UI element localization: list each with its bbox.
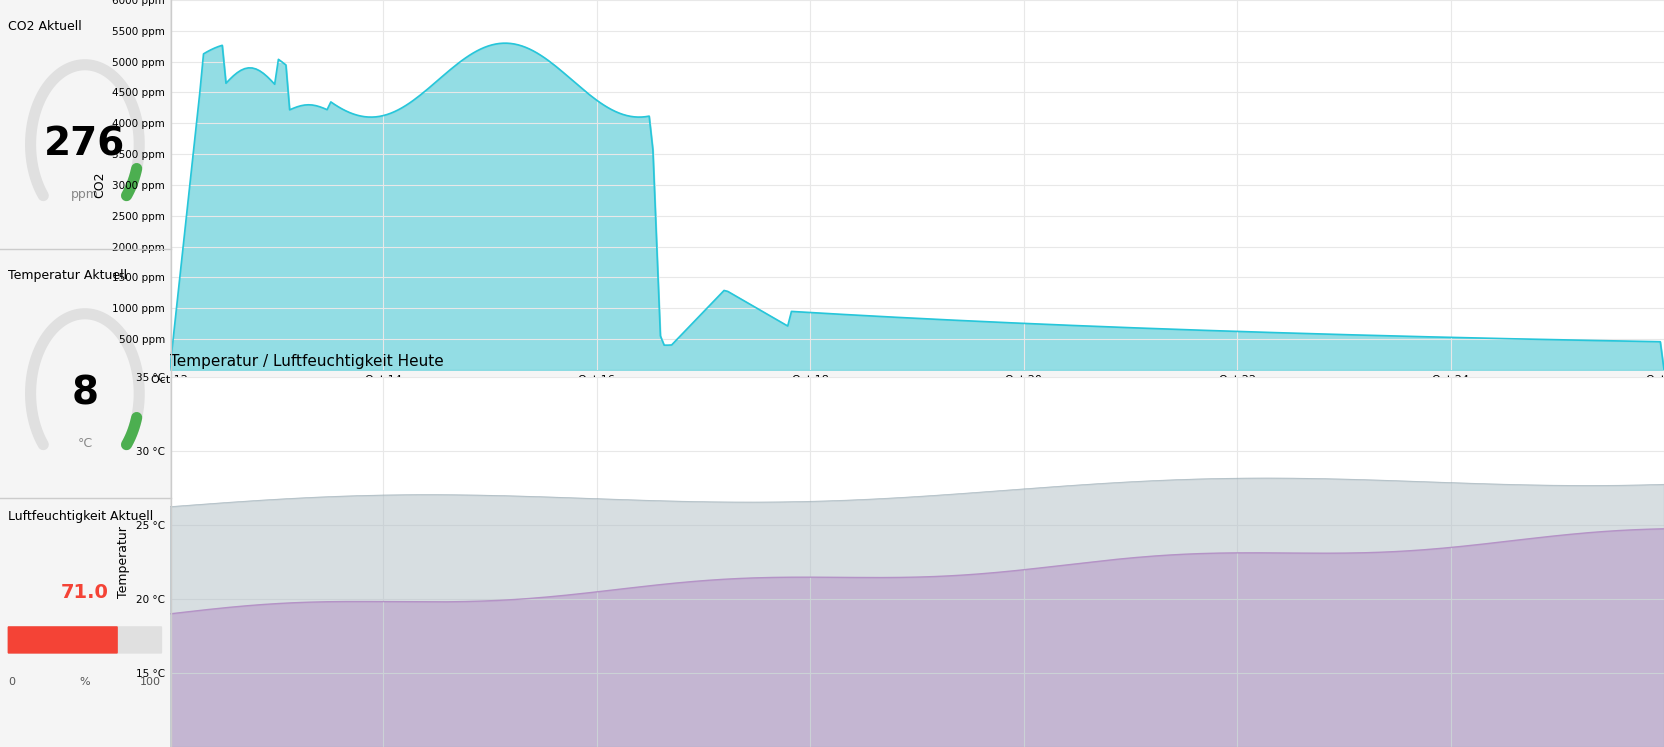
Text: 71.0: 71.0 bbox=[62, 583, 108, 602]
Text: max.: max. bbox=[1381, 421, 1409, 431]
Text: Temperatur / Luftfeuchtigkeit Heute: Temperatur / Luftfeuchtigkeit Heute bbox=[170, 354, 444, 369]
Text: 100: 100 bbox=[140, 677, 161, 686]
Text: 0: 0 bbox=[8, 677, 15, 686]
Legend: Sensor im Weinkeller - Gärkontrolle CO2: Sensor im Weinkeller - Gärkontrolle CO2 bbox=[175, 412, 439, 431]
FancyBboxPatch shape bbox=[8, 626, 118, 654]
Text: CO2 Aktuell: CO2 Aktuell bbox=[8, 20, 82, 33]
Text: mittelw.: mittelw. bbox=[1553, 421, 1596, 431]
Text: 8: 8 bbox=[72, 374, 98, 412]
Text: 371.34 ppm: 371.34 ppm bbox=[1211, 443, 1280, 453]
FancyBboxPatch shape bbox=[8, 626, 161, 654]
Text: 5000 ppm: 5000 ppm bbox=[1366, 443, 1423, 453]
Text: °C: °C bbox=[77, 437, 93, 450]
Text: %: % bbox=[80, 677, 90, 686]
Y-axis label: CO2: CO2 bbox=[93, 172, 106, 198]
Text: 276: 276 bbox=[45, 125, 125, 164]
Text: min.: min. bbox=[1233, 421, 1258, 431]
Text: 1773.67 ppm: 1773.67 ppm bbox=[1538, 443, 1611, 453]
Text: Luftfeuchtigkeit Aktuell: Luftfeuchtigkeit Aktuell bbox=[8, 510, 153, 524]
X-axis label: Uhrzeit: Uhrzeit bbox=[895, 388, 938, 400]
Text: Temperatur Aktuell: Temperatur Aktuell bbox=[8, 269, 128, 282]
Text: ppm: ppm bbox=[72, 187, 98, 201]
Y-axis label: Temperatur: Temperatur bbox=[116, 526, 130, 598]
